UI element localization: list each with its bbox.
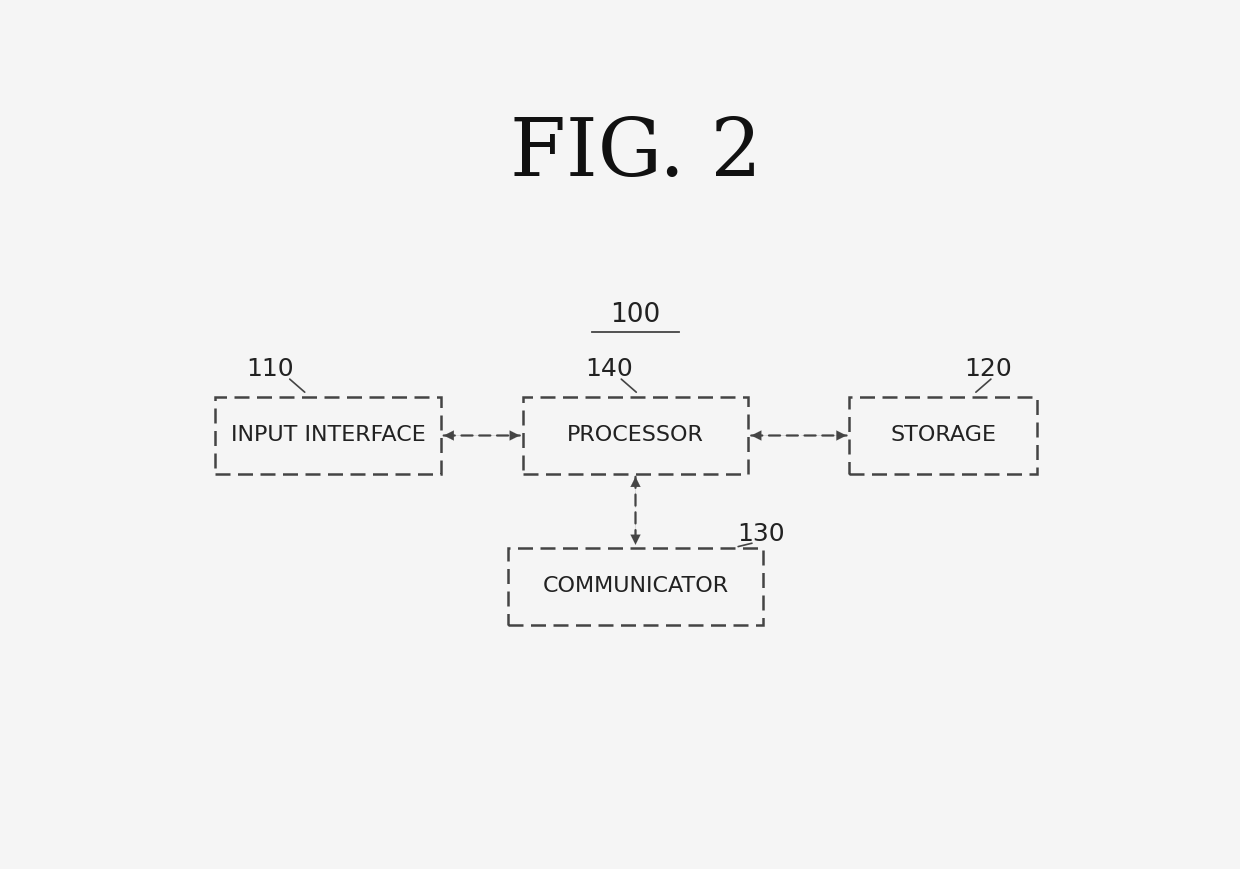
Bar (849, 397, 1037, 474)
Text: 110: 110 (247, 356, 294, 381)
Text: INPUT INTERFACE: INPUT INTERFACE (231, 426, 425, 446)
Text: 140: 140 (585, 356, 634, 381)
Text: 120: 120 (965, 356, 1012, 381)
Bar (522, 397, 749, 474)
Text: 100: 100 (610, 302, 661, 328)
Bar (508, 547, 763, 625)
Text: FIG. 2: FIG. 2 (510, 116, 761, 194)
Text: PROCESSOR: PROCESSOR (567, 426, 704, 446)
Text: 130: 130 (738, 522, 785, 546)
Text: COMMUNICATOR: COMMUNICATOR (542, 576, 729, 596)
Text: STORAGE: STORAGE (890, 426, 996, 446)
Bar (215, 397, 441, 474)
